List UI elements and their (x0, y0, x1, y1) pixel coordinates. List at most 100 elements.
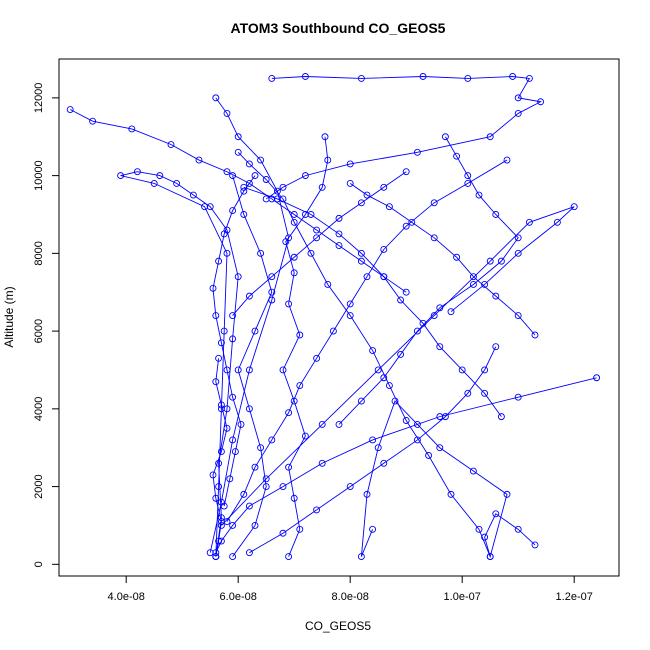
data-point (514, 249, 522, 257)
data-point (285, 463, 293, 471)
series-line (212, 358, 228, 557)
data-point (133, 168, 141, 176)
data-point (251, 172, 259, 180)
x-axis: 4.0e-08 6.0e-08 8.0e-08 1.0e-07 1.2e-07 (108, 575, 593, 603)
x-axis-label: CO_GEOS5 (305, 619, 371, 633)
data-point (215, 257, 223, 265)
data-point (514, 94, 522, 102)
series-line (212, 175, 256, 507)
data-point (385, 203, 393, 211)
data-point (268, 74, 276, 82)
data-point (251, 463, 259, 471)
data-point (195, 156, 203, 164)
data-point (240, 211, 248, 218)
data-point (436, 304, 444, 312)
plot-frame (58, 58, 620, 577)
data-point (128, 125, 136, 133)
data-point (212, 494, 220, 502)
data-point (492, 510, 500, 518)
data-point (240, 490, 248, 498)
data-point (313, 506, 321, 514)
data-point (268, 273, 276, 281)
data-point (229, 553, 237, 561)
data-point (481, 366, 489, 374)
series-line (215, 377, 597, 553)
data-point (492, 343, 500, 351)
data-point (514, 312, 522, 320)
data-point (212, 378, 220, 386)
data-point (346, 312, 354, 320)
data-point (363, 490, 371, 498)
data-point (279, 366, 287, 374)
data-point (413, 436, 421, 444)
data-point (262, 475, 270, 483)
data-point (458, 366, 466, 374)
data-point (290, 211, 298, 218)
data-point (425, 452, 433, 459)
data-point (481, 281, 489, 288)
data-point (397, 350, 405, 358)
data-point (229, 393, 237, 401)
data-point (402, 222, 410, 230)
data-point (217, 401, 225, 409)
data-point (469, 273, 477, 281)
data-point (503, 156, 511, 164)
data-point (226, 475, 234, 483)
data-point (285, 300, 293, 308)
data-point (402, 288, 410, 296)
y-tick-label: 10000 (33, 160, 45, 191)
series-line (265, 76, 542, 200)
data-point (441, 413, 449, 421)
data-point (397, 296, 405, 304)
data-point (209, 284, 217, 292)
data-point (229, 522, 237, 529)
series-layer (66, 73, 601, 561)
data-point (223, 168, 231, 176)
data-point (335, 214, 343, 222)
data-point (173, 179, 181, 187)
data-point (307, 249, 315, 257)
data-point (380, 374, 388, 382)
data-point (220, 502, 228, 510)
data-point (324, 156, 332, 164)
data-point (245, 292, 253, 300)
series-line (338, 136, 519, 425)
data-point (229, 436, 237, 444)
data-point (408, 218, 416, 226)
data-point (374, 444, 382, 452)
data-point (313, 234, 321, 242)
data-point (430, 312, 438, 320)
data-point (237, 420, 245, 428)
data-point (514, 109, 522, 117)
y-tick-label: 12000 (33, 83, 45, 114)
data-point (215, 537, 223, 545)
data-point (313, 354, 321, 362)
data-point (380, 183, 388, 191)
data-point (285, 409, 293, 417)
data-point (357, 553, 365, 561)
data-point (413, 420, 421, 428)
data-point (464, 389, 472, 397)
data-point (223, 366, 231, 374)
data-point (430, 234, 438, 242)
x-tick-label: 1.2e-07 (556, 591, 593, 603)
data-point (290, 494, 298, 502)
data-point (245, 502, 253, 510)
chart-title: ATOM3 Southbound CO_GEOS5 (231, 20, 446, 36)
data-point (217, 518, 225, 526)
series-line (120, 171, 239, 557)
y-axis: 0 2000 4000 6000 8000 10000 12000 (33, 83, 60, 567)
data-point (324, 281, 332, 288)
data-point (245, 179, 253, 187)
data-point (189, 191, 197, 199)
x-tick-label: 1.0e-07 (444, 591, 481, 603)
data-point (251, 327, 259, 335)
data-point (357, 397, 365, 405)
series-line (232, 175, 273, 557)
data-point (245, 405, 253, 413)
series-line (232, 171, 407, 316)
data-point (156, 172, 164, 180)
data-point (346, 160, 354, 168)
data-point (486, 133, 494, 141)
